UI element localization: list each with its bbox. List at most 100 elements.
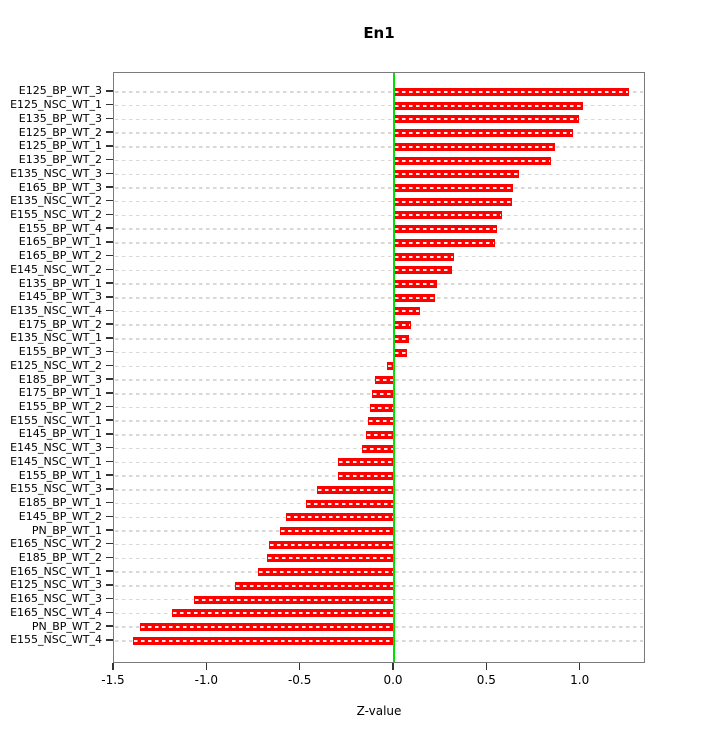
bar-stripe [172,612,393,615]
bar-row [114,126,644,140]
gridline [115,365,643,368]
y-axis-label: E125_BP_WT_1 [18,139,102,153]
y-axis-label: E165_BP_WT_3 [18,180,102,194]
y-axis-label: E175_BP_WT_1 [18,386,102,400]
plot-area [113,72,645,663]
gridline [115,297,643,299]
bar-stripe [368,420,393,423]
gridline [115,91,643,93]
bar [285,513,394,522]
y-axis-label: E145_BP_WT_1 [18,427,102,441]
bar-stripe [395,104,582,107]
bar-stripe [372,392,393,395]
y-axis-tick [106,570,113,572]
bar-stripe [395,90,629,93]
y-axis-label: E175_BP_WT_2 [18,317,102,331]
bar-stripe [395,324,410,327]
bars-container [114,73,644,662]
gridline [115,187,643,189]
zero-line [393,73,395,662]
bar-stripe [395,255,453,258]
gridline [115,132,643,134]
bar-stripe [195,598,393,601]
bar [394,266,452,275]
y-axis-tick [106,254,113,257]
y-axis-tick [106,556,113,559]
bar [171,609,394,618]
bar-row [114,483,644,497]
gridline [115,200,643,203]
y-axis-label: E135_NSC_WT_4 [10,303,102,317]
x-axis-title: Z-value [356,704,402,718]
y-axis-label: E165_NSC_WT_4 [10,605,102,619]
bar [394,238,495,247]
bar [375,376,394,385]
y-axis-tick [106,542,113,545]
bar-stripe [395,186,513,189]
y-axis-tick [106,213,113,216]
y-axis-label: E185_BP_WT_3 [18,372,102,386]
bar [338,458,394,467]
gridline [115,228,643,230]
x-axis-tick-label: 0.5 [476,673,496,687]
y-axis-tick [106,172,113,175]
bar-row [114,606,644,620]
bar-row [114,456,644,470]
y-axis-label: E125_NSC_WT_1 [10,98,102,112]
gridline [115,118,643,121]
bar-stripe [318,488,393,491]
bar [394,129,574,138]
y-axis-tick [106,611,113,614]
y-axis-label: E135_BP_WT_1 [18,276,102,290]
bar-row [114,167,644,181]
y-axis-tick [106,529,113,531]
bar-stripe [395,145,554,148]
bar-row [114,593,644,607]
y-axis-label: E135_NSC_WT_3 [10,166,102,180]
bar [367,417,394,426]
y-axis-tick [106,199,113,202]
bar [268,540,394,549]
y-axis-label: E185_BP_WT_2 [18,550,102,564]
bar-stripe [395,214,502,217]
y-axis-label: E155_BP_WT_2 [18,400,102,414]
bar [394,348,408,357]
bar [394,101,583,110]
y-axis-tick [106,350,113,353]
bar-row [114,552,644,566]
bar [280,526,394,535]
y-axis-label: E125_NSC_WT_2 [10,358,102,372]
bar-stripe [339,461,393,464]
gridline [115,269,643,272]
bar-row [114,318,644,332]
y-axis-tick [106,131,113,133]
y-axis-tick [106,460,113,463]
y-axis-tick [106,364,113,367]
bar-row [114,497,644,511]
x-axis-tick-label: 0.0 [383,673,403,687]
y-axis-label: E155_NSC_WT_1 [10,413,102,427]
bar-stripe [133,639,393,642]
y-axis-label: E145_NSC_WT_1 [10,454,102,468]
bar-row [114,428,644,442]
bar-stripe [376,379,393,382]
bar [140,623,394,632]
bar-row [114,620,644,634]
bar [394,211,503,220]
bar-row [114,373,644,387]
bar-stripe [395,283,436,286]
bar-row [114,387,644,401]
bar-stripe [395,159,550,162]
bar [394,183,514,192]
y-axis-label: E155_NSC_WT_4 [10,633,102,647]
y-axis-label: E135_BP_WT_2 [18,153,102,167]
bar [267,554,394,563]
bar-stripe [387,365,393,368]
bar-row [114,113,644,127]
bar-row [114,634,644,648]
bar-row [114,195,644,209]
bar [257,568,394,577]
y-axis-tick [106,446,113,449]
bar-stripe [339,475,393,478]
